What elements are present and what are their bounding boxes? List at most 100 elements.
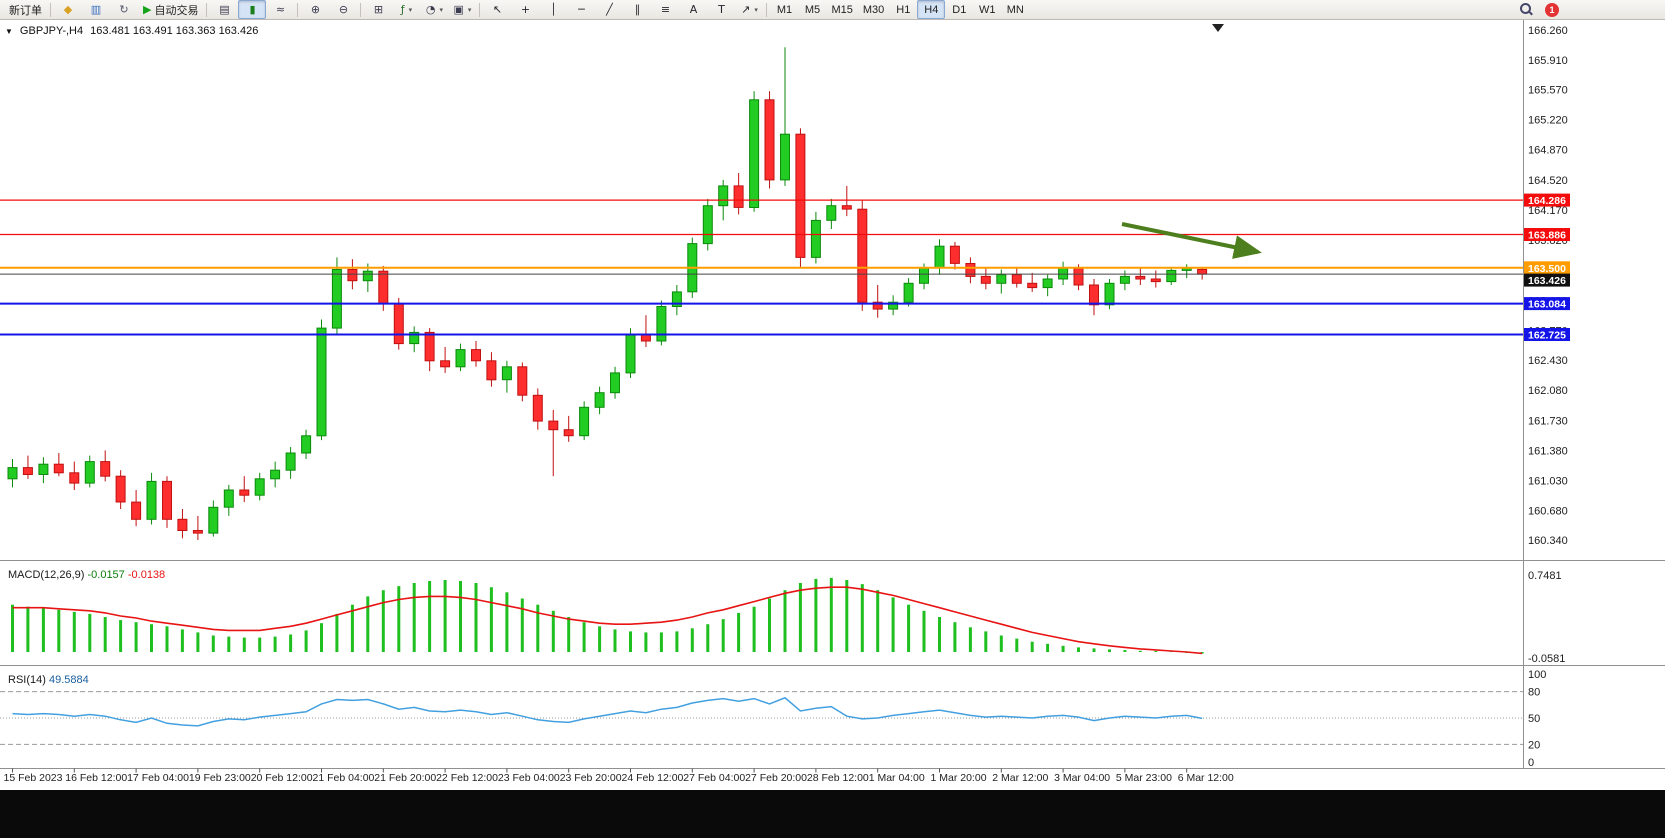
zoom-in-button[interactable]: ⊕	[301, 0, 329, 19]
candle-body	[53, 463, 64, 474]
horizontal-line-icon: ─	[578, 3, 585, 16]
zoom-out-icon: ⊖	[338, 3, 349, 16]
refresh-button[interactable]: ↻	[110, 0, 138, 19]
market-watch-icon: ▥	[90, 3, 102, 16]
candle-body	[872, 301, 883, 310]
candle-body	[718, 185, 729, 207]
candle-body	[965, 263, 976, 277]
time-axis-label: 16 Feb 12:00	[65, 772, 127, 784]
timeframe-h4-button[interactable]: H4	[917, 0, 946, 19]
timeframe-m5-button[interactable]: M5	[798, 0, 826, 19]
rsi-scale-label: 50	[1528, 713, 1540, 725]
refresh-icon: ↻	[119, 3, 129, 16]
time-axis-label: 5 Mar 23:00	[1116, 772, 1172, 784]
timeframe-m30-button[interactable]: M30	[858, 0, 889, 19]
horizontal-line-tool-button[interactable]: ─	[567, 0, 595, 19]
market-watch-button[interactable]: ▥	[82, 0, 110, 19]
toolbar-separator	[297, 2, 299, 17]
cursor-icon: ↖	[492, 3, 503, 16]
timeframe-w1-button[interactable]: W1	[973, 0, 1001, 19]
line-chart-button[interactable]: ≈	[266, 0, 294, 19]
candle-body	[471, 349, 481, 362]
time-axis-label: 23 Feb 04:00	[498, 772, 560, 784]
price-tag-163.500: 163.500	[1524, 261, 1570, 275]
indicators-button[interactable]: ƒ ▾	[392, 0, 420, 19]
chart-canvas[interactable]: 166.260 165.910 165.570 165.220 164.870 164.5…	[0, 0, 1665, 790]
toolbar-buttons: 新订单 ◆ ▥ ↻ ▶ 自动交易 ▤ ▮ ≈ ⊕ ⊖ ⊞ ƒ ▾ ◔ ▾ ▣ ▾ ↖ + │ ─ ╱ ∥ ≡ A T ↗ ▾ M1 M5 M1…	[4, 0, 1029, 19]
charts-window-button[interactable]: ◆	[54, 0, 82, 19]
caret-down-icon: ▾	[408, 6, 413, 14]
periods-button[interactable]: ◔ ▾	[420, 0, 448, 19]
svg-text:162.725: 162.725	[1528, 330, 1566, 342]
candle-body	[440, 360, 451, 368]
rsi-scale-label: 100	[1528, 669, 1546, 681]
time-axis-label: 24 Feb 12:00	[622, 772, 684, 784]
text-tool-button[interactable]: A	[679, 0, 707, 19]
auto-trading-button-label: 自动交易	[154, 4, 199, 17]
templates-button[interactable]: ▣ ▾	[448, 0, 476, 19]
charts-window-icon: ◆	[63, 3, 73, 16]
time-axis-label: 22 Feb 12:00	[436, 772, 498, 784]
zoom-out-button[interactable]: ⊖	[329, 0, 357, 19]
candlestick-chart-icon: ▮	[249, 3, 256, 16]
fibonacci-tool-button[interactable]: ≡	[651, 0, 679, 19]
candlestick-chart-button[interactable]: ▮	[238, 0, 267, 19]
time-axis-label: 21 Feb 20:00	[374, 772, 436, 784]
timeframe-m1-button[interactable]: M1	[770, 0, 798, 19]
macd-signal-line	[12, 586, 1203, 655]
zoom-in-icon: ⊕	[310, 3, 321, 16]
timeframe-mn-button[interactable]: MN	[1001, 0, 1029, 19]
candle-body	[764, 99, 775, 181]
tile-windows-button[interactable]: ⊞	[364, 0, 392, 19]
candle-body	[69, 472, 80, 484]
time-axis-label: 3 Mar 04:00	[1054, 772, 1110, 784]
time-axis[interactable]: 15 Feb 2023 16 Feb 12:00 17 Feb 04:00 19 Fe…	[4, 768, 1234, 785]
time-axis-label: 21 Feb 04:00	[313, 772, 375, 784]
new-order-button[interactable]: 新订单	[4, 0, 47, 19]
candle-body	[903, 282, 914, 303]
candle-body	[888, 301, 899, 310]
timeframe-d1-button[interactable]: D1	[945, 0, 973, 19]
candle-body	[362, 270, 373, 282]
cursor-tool-button[interactable]: ↖	[483, 0, 511, 19]
crosshair-tool-button[interactable]: +	[511, 0, 539, 19]
candle-body	[393, 303, 404, 345]
candle-body	[996, 274, 1007, 284]
bar-chart-button[interactable]: ▤	[210, 0, 238, 19]
candle-body	[548, 420, 559, 431]
chart-shift-marker-icon[interactable]	[1212, 24, 1224, 32]
timeframe-h1-button[interactable]: H1	[889, 0, 917, 19]
candle-body	[1058, 267, 1069, 280]
candle-body	[1150, 278, 1161, 283]
candle-body	[316, 327, 327, 437]
candle-body	[239, 489, 250, 496]
timeframe-m15-button[interactable]: M15	[826, 0, 857, 19]
vertical-line-tool-button[interactable]: │	[539, 0, 567, 19]
candle-body	[1135, 275, 1146, 280]
notification-badge[interactable]: 1	[1545, 2, 1559, 17]
symbol-timeframe-label: GBPJPY-,H4	[19, 25, 84, 37]
svg-text:163.500: 163.500	[1528, 263, 1566, 275]
candle-body	[656, 306, 667, 342]
search-icon[interactable]	[1520, 3, 1533, 16]
symbol-dropdown-icon[interactable]: ▼	[5, 26, 13, 36]
candle-body	[1197, 268, 1208, 275]
channel-tool-button[interactable]: ∥	[623, 0, 651, 19]
candle-body	[501, 366, 512, 381]
candle-body	[192, 530, 203, 534]
auto-trading-button[interactable]: ▶ 自动交易	[138, 0, 203, 19]
time-axis-label: 15 Feb 2023	[4, 772, 63, 784]
candle-body	[702, 205, 713, 245]
macd-pane: MACD(12,26,9) -0.0157 -0.0138 0.7481 -0.05…	[8, 569, 1565, 665]
toolbar-separator	[766, 2, 768, 17]
trend-arrow-annotation[interactable]	[1121, 222, 1262, 259]
arrows-tool-button[interactable]: ↗ ▾	[735, 0, 763, 19]
label-tool-button[interactable]: T	[707, 0, 735, 19]
candle-body	[38, 463, 49, 476]
channel-icon: ∥	[634, 3, 641, 16]
caret-down-icon: ▾	[467, 6, 472, 14]
candle-body	[671, 291, 682, 307]
candle-body	[285, 452, 296, 471]
trendline-tool-button[interactable]: ╱	[595, 0, 623, 19]
text-icon: A	[689, 3, 698, 16]
